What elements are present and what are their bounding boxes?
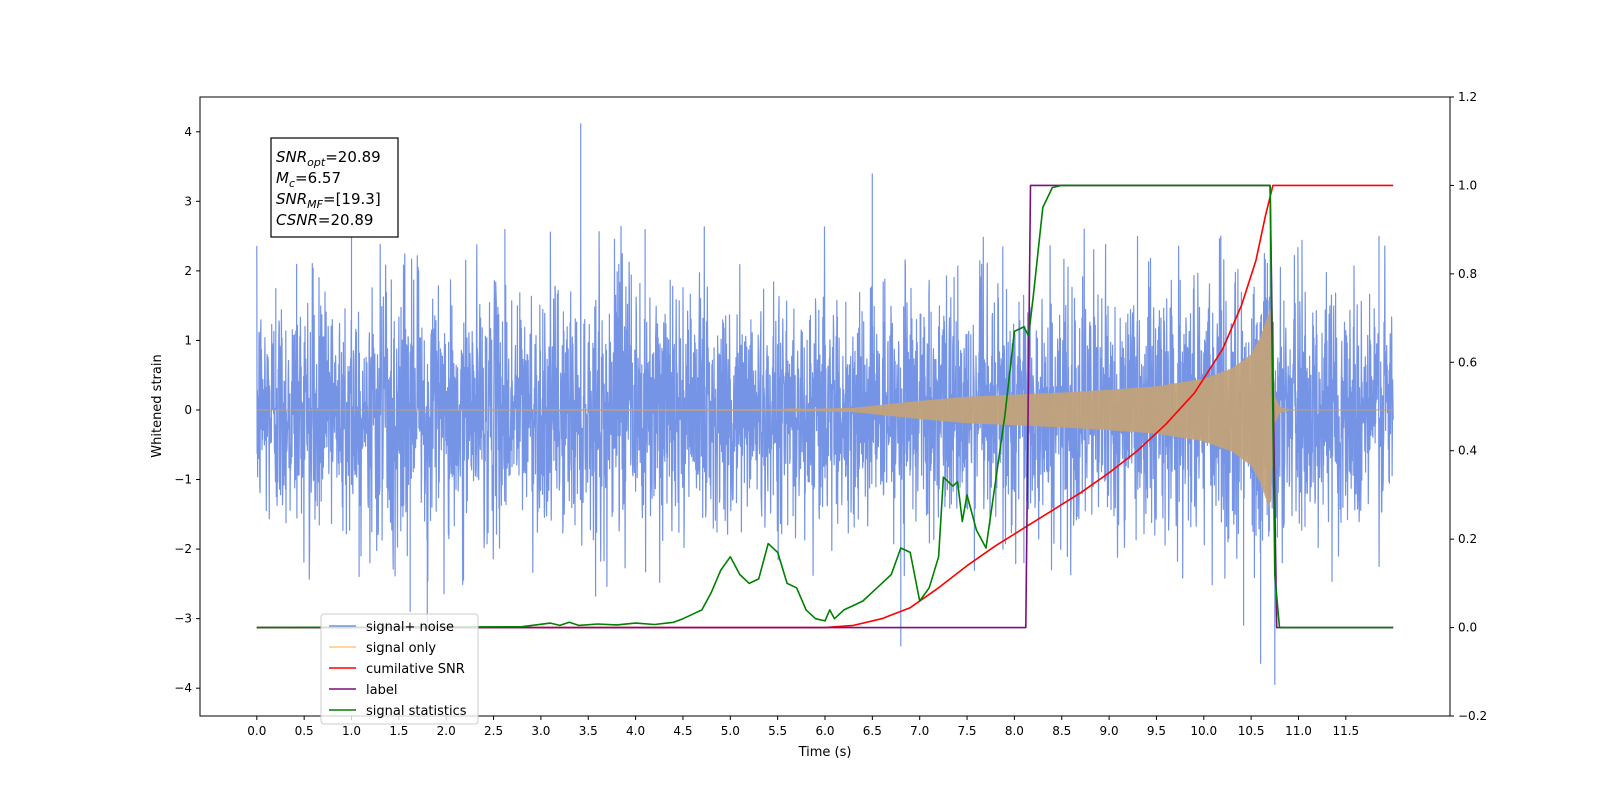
x-axis-label: Time (s) [798,745,852,760]
x-tick-label: 0.0 [247,724,266,738]
legend-entry: signal only [366,641,436,656]
legend-entry: cumilative SNR [366,662,465,677]
x-tick-label: 3.0 [531,724,550,738]
legend: signal+ noise signal only cumilative SNR la… [320,613,479,725]
x-tick-label: 6.0 [815,724,834,738]
legend-entry: label [366,683,397,698]
y-tick-label: 3 [184,194,192,208]
annotation-line: CSNR=20.89 [276,211,373,229]
y-axis-left: −4 −3 −2 −1 0 1 2 3 4 [174,125,200,695]
x-tick-label: 5.5 [768,724,787,738]
x-tick-label: 10.0 [1190,724,1217,738]
y-tick-label: −3 [174,612,192,626]
y-axis-label: Whitened strain [150,354,165,457]
y2-tick-label: 0.0 [1458,621,1477,635]
x-tick-label: 3.5 [579,724,598,738]
x-tick-label: 7.5 [957,724,976,738]
annotation-line: SNRMF=[19.3] [276,190,381,211]
x-tick-label: 9.0 [1100,724,1119,738]
legend-entry: signal+ noise [366,620,454,635]
y2-tick-label: 0.6 [1458,355,1477,369]
annotation-line: SNRopt=20.89 [276,148,381,169]
y-tick-label: 2 [184,264,192,278]
y2-tick-label: 0.8 [1458,267,1477,281]
x-tick-label: 11.5 [1332,724,1359,738]
y-tick-label: 1 [184,333,192,347]
x-tick-label: 4.5 [673,724,692,738]
x-axis: 0.0 0.5 1.0 1.5 2.0 2.5 3.0 3.5 4.0 4.5 5.0 5.5 6.0 6… [247,716,1359,738]
x-tick-label: 4.0 [626,724,645,738]
x-tick-label: 2.5 [484,724,503,738]
x-tick-label: 10.5 [1238,724,1265,738]
y-tick-label: −2 [174,542,192,556]
x-tick-label: 8.0 [1005,724,1024,738]
x-tick-label: 8.5 [1052,724,1071,738]
legend-entry: signal statistics [366,704,467,719]
series-signal-statistics [256,184,1394,629]
annotation-line: Mc=6.57 [276,169,341,190]
x-tick-label: 9.5 [1147,724,1166,738]
y-axis-right: −0.2 0.0 0.2 0.4 0.6 0.8 1.0 1.2 [1450,90,1487,723]
series-cumilative-snr [256,184,1394,629]
x-tick-label: 7.0 [910,724,929,738]
y-tick-label: 0 [184,403,192,417]
y2-tick-label: 1.2 [1458,90,1477,104]
y2-tick-label: −0.2 [1458,709,1487,723]
annotation-frame [270,137,399,238]
x-tick-label: 6.5 [863,724,882,738]
x-tick-label: 0.5 [295,724,314,738]
x-tick-label: 1.5 [389,724,408,738]
y-tick-label: −4 [174,681,192,695]
x-tick-label: 11.0 [1285,724,1312,738]
y-tick-label: −1 [174,473,192,487]
series-layer [256,123,1394,685]
x-tick-label: 1.0 [342,724,361,738]
legend-frame [320,613,479,725]
y2-tick-label: 0.2 [1458,532,1477,546]
x-tick-label: 5.0 [721,724,740,738]
y2-tick-label: 1.0 [1458,178,1477,192]
y2-tick-label: 0.4 [1458,444,1477,458]
x-tick-label: 2.0 [437,724,456,738]
y-tick-label: 4 [184,125,192,139]
annotation-box: SNRopt=20.89Mc=6.57SNRMF=[19.3]CSNR=20.8… [270,137,399,238]
